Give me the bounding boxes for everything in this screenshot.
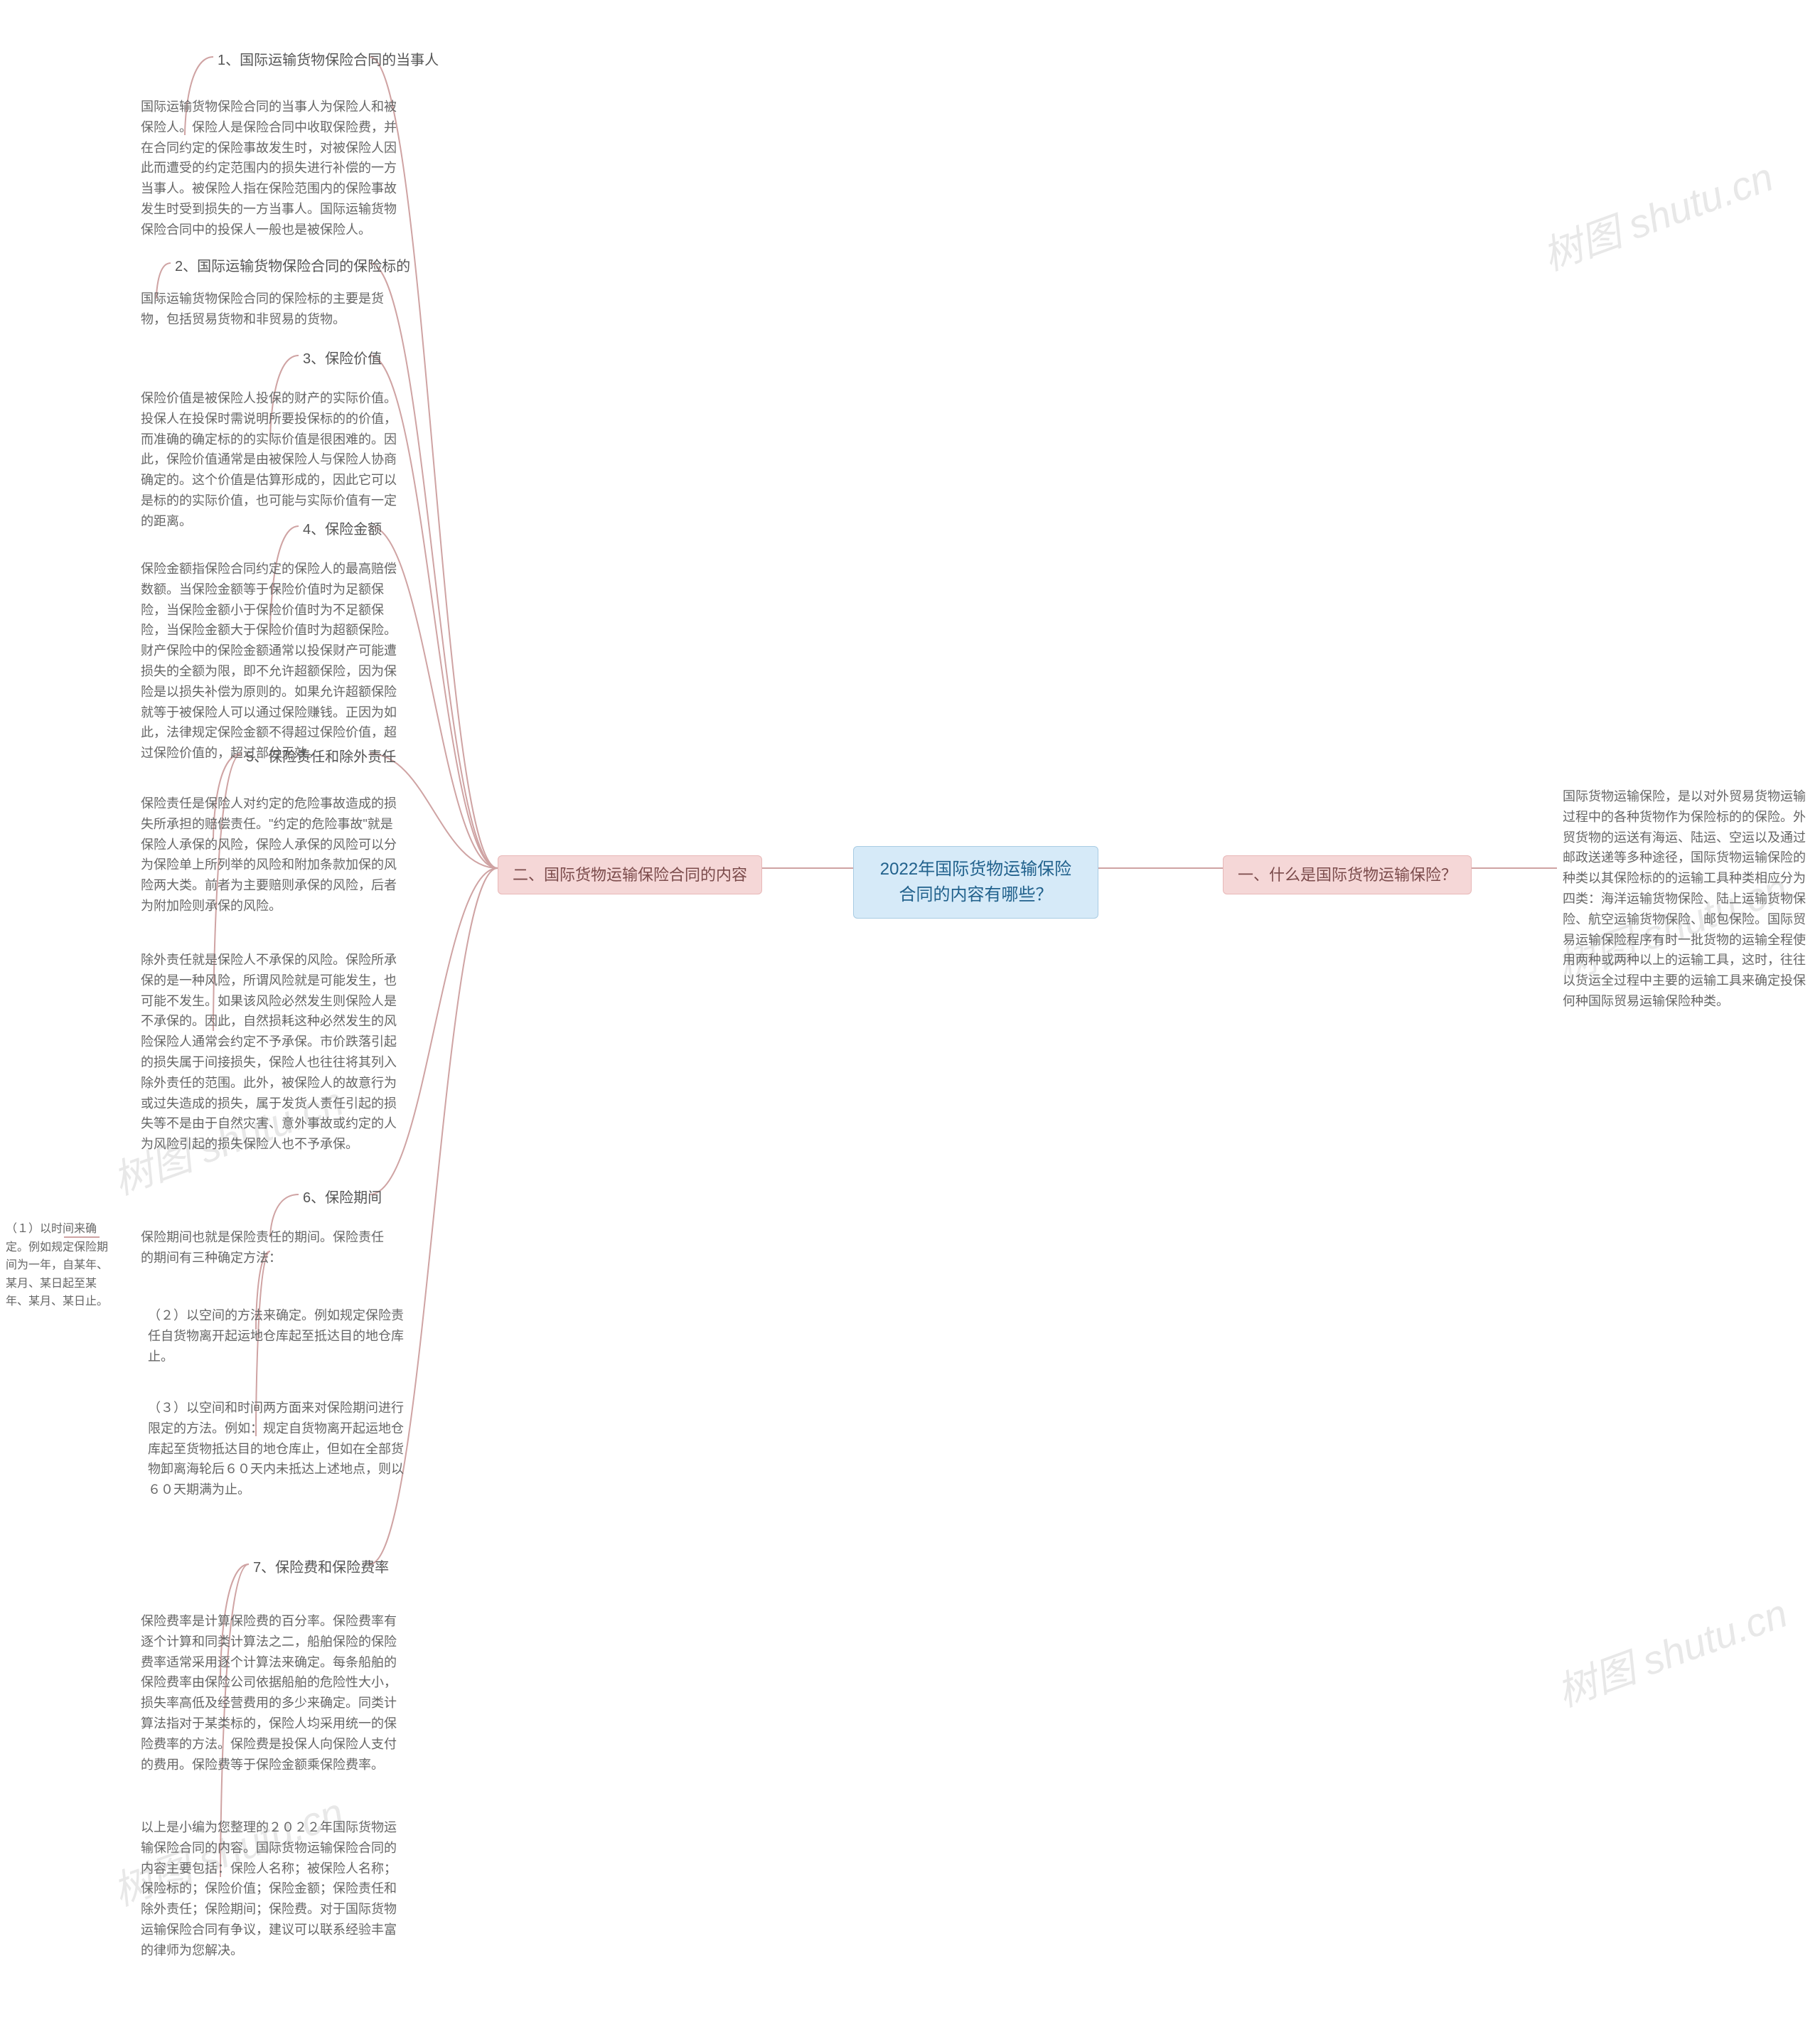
item-1-heading[interactable]: 1、国际运输货物保险合同的当事人 bbox=[213, 47, 443, 74]
root-title-line2: 合同的内容有哪些？ bbox=[868, 882, 1083, 908]
item-6-sub1: （１）以时间来确定。例如规定保险期间为一年，自某年、某月、某日起至某年、某月、某… bbox=[0, 1216, 124, 1315]
item-6-heading[interactable]: 6、保险期间 bbox=[299, 1185, 386, 1212]
item-2-para: 国际运输货物保险合同的保险标的主要是货物，包括贸易货物和非贸易的货物。 bbox=[135, 284, 405, 334]
watermark: 树图 shutu.cn bbox=[1533, 145, 1780, 282]
item-7-para1: 保险费率是计算保险费的百分率。保险费率有逐个计算和同类计算法之二，船舶保险的保险… bbox=[135, 1607, 405, 1779]
branch-left[interactable]: 二、国际货物运输保险合同的内容 bbox=[498, 855, 762, 894]
watermark: 树图 shutu.cn bbox=[1548, 1581, 1794, 1718]
item-4-para: 保险金额指保险合同约定的保险人的最高赔偿数额。当保险金额等于保险价值时为足额保险… bbox=[135, 555, 405, 768]
item-7-heading[interactable]: 7、保险费和保险费率 bbox=[249, 1554, 393, 1581]
item-1-para: 国际运输货物保险合同的当事人为保险人和被保险人。保险人是保险合同中收取保险费，并… bbox=[135, 92, 405, 245]
root-title-line1: 2022年国际货物运输保险 bbox=[868, 857, 1083, 882]
item-6-sub3: （３）以空间和时间两方面来对保险期问进行限定的方法。例如：规定自货物离开起运地仓… bbox=[142, 1394, 412, 1504]
branch-right[interactable]: 一、什么是国际货物运输保险？ bbox=[1223, 855, 1472, 894]
item-5-heading[interactable]: 5、保险责任和除外责任 bbox=[242, 744, 400, 771]
item-6-intro: 保险期间也就是保险责任的期间。保险责任的期间有三种确定方法： bbox=[135, 1223, 391, 1273]
item-3-para: 保险价值是被保险人投保的财产的实际价值。投保人在投保时需说明所要投保标的的价值，… bbox=[135, 384, 405, 536]
item-2-heading[interactable]: 2、国际运输货物保险合同的保险标的 bbox=[171, 253, 414, 280]
item-4-heading[interactable]: 4、保险金额 bbox=[299, 516, 386, 543]
item-3-heading[interactable]: 3、保险价值 bbox=[299, 346, 386, 373]
mindmap-root[interactable]: 2022年国际货物运输保险 合同的内容有哪些？ bbox=[853, 846, 1098, 919]
item-6-sub2: （２）以空间的方法来确定。例如规定保险责任自货物离开起运地仓库起至抵达目的地仓库… bbox=[142, 1301, 412, 1371]
branch-left-label: 二、国际货物运输保险合同的内容 bbox=[513, 866, 747, 884]
branch-right-label: 一、什么是国际货物运输保险？ bbox=[1238, 866, 1457, 884]
item-5-para1: 保险责任是保险人对约定的危险事故造成的损失所承担的赔偿责任。"约定的危险事故"就… bbox=[135, 789, 405, 921]
right-branch-detail: 国际货物运输保险，是以对外贸易货物运输过程中的各种货物作为保险标的的保险。外贸货… bbox=[1557, 782, 1820, 1016]
item-5-para2: 除外责任就是保险人不承保的风险。保险所承保的是一种风险，所谓风险就是可能发生，也… bbox=[135, 946, 405, 1159]
item-7-para2: 以上是小编为您整理的２０２２年国际货物运输保险合同的内容。国际货物运输保险合同的… bbox=[135, 1813, 405, 1965]
